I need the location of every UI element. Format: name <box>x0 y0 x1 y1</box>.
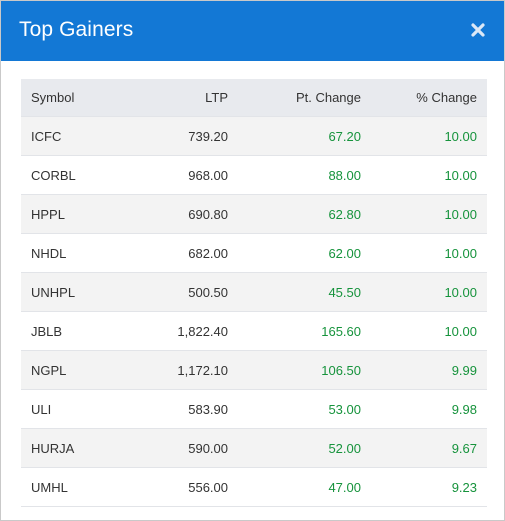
cell-symbol: UNHPL <box>21 272 141 312</box>
table-header: Symbol LTP Pt. Change % Change <box>21 79 487 117</box>
cell-symbol: HURJA <box>21 428 141 468</box>
cell-pt-change: 62.80 <box>228 194 361 234</box>
column-header-pt-change[interactable]: Pt. Change <box>295 90 361 105</box>
cell-ltp: 968.00 <box>141 155 228 195</box>
cell-pt-change: 67.20 <box>228 116 361 156</box>
cell-ltp: 500.50 <box>141 272 228 312</box>
table-body: ICFC 739.20 67.20 10.00 CORBL 968.00 88.… <box>21 116 487 507</box>
gainers-table: Symbol LTP Pt. Change % Change ICFC 739.… <box>21 79 487 507</box>
cell-symbol: HPPL <box>21 194 141 234</box>
table-row[interactable]: CORBL 968.00 88.00 10.00 <box>21 155 487 195</box>
table-row[interactable]: UMHL 556.00 47.00 9.23 <box>21 467 487 507</box>
table-row[interactable]: HPPL 690.80 62.80 10.00 <box>21 194 487 234</box>
cell-symbol: ICFC <box>21 116 141 156</box>
cell-ltp: 682.00 <box>141 233 228 273</box>
gainers-table-container: Symbol LTP Pt. Change % Change ICFC 739.… <box>21 79 487 507</box>
cell-symbol: NHDL <box>21 233 141 273</box>
cell-ltp: 583.90 <box>141 389 228 429</box>
column-header-pct-change[interactable]: % Change <box>416 90 477 105</box>
cell-pct-change: 9.67 <box>361 428 487 468</box>
cell-pt-change: 62.00 <box>228 233 361 273</box>
cell-pt-change: 52.00 <box>228 428 361 468</box>
modal-header: Top Gainers <box>1 1 504 61</box>
cell-pct-change: 9.23 <box>361 467 487 507</box>
cell-pt-change: 45.50 <box>228 272 361 312</box>
cell-pct-change: 9.98 <box>361 389 487 429</box>
cell-pt-change: 165.60 <box>228 311 361 351</box>
cell-pct-change: 10.00 <box>361 272 487 312</box>
cell-pt-change: 53.00 <box>228 389 361 429</box>
cell-pct-change: 10.00 <box>361 311 487 351</box>
table-header-row: Symbol LTP Pt. Change % Change <box>21 79 487 117</box>
cell-ltp: 690.80 <box>141 194 228 234</box>
cell-symbol: JBLB <box>21 311 141 351</box>
table-row[interactable]: NGPL 1,172.10 106.50 9.99 <box>21 350 487 390</box>
table-row[interactable]: ICFC 739.20 67.20 10.00 <box>21 116 487 156</box>
cell-pt-change: 106.50 <box>228 350 361 390</box>
cell-pct-change: 9.99 <box>361 350 487 390</box>
cell-ltp: 1,172.10 <box>141 350 228 390</box>
cell-symbol: UMHL <box>21 467 141 507</box>
close-icon <box>471 23 485 37</box>
close-button[interactable] <box>470 22 486 38</box>
table-row[interactable]: HURJA 590.00 52.00 9.67 <box>21 428 487 468</box>
table-row[interactable]: NHDL 682.00 62.00 10.00 <box>21 233 487 273</box>
column-header-ltp[interactable]: LTP <box>205 90 228 105</box>
modal-title: Top Gainers <box>19 18 134 41</box>
table-row[interactable]: UNHPL 500.50 45.50 10.00 <box>21 272 487 312</box>
cell-ltp: 1,822.40 <box>141 311 228 351</box>
cell-pct-change: 10.00 <box>361 233 487 273</box>
table-row[interactable]: JBLB 1,822.40 165.60 10.00 <box>21 311 487 351</box>
cell-symbol: CORBL <box>21 155 141 195</box>
cell-ltp: 556.00 <box>141 467 228 507</box>
cell-pt-change: 88.00 <box>228 155 361 195</box>
cell-ltp: 590.00 <box>141 428 228 468</box>
table-row[interactable]: ULI 583.90 53.00 9.98 <box>21 389 487 429</box>
cell-pct-change: 10.00 <box>361 155 487 195</box>
cell-pct-change: 10.00 <box>361 116 487 156</box>
cell-symbol: NGPL <box>21 350 141 390</box>
cell-pct-change: 10.00 <box>361 194 487 234</box>
column-header-symbol[interactable]: Symbol <box>31 90 75 105</box>
cell-pt-change: 47.00 <box>228 467 361 507</box>
cell-symbol: ULI <box>21 389 141 429</box>
cell-ltp: 739.20 <box>141 116 228 156</box>
